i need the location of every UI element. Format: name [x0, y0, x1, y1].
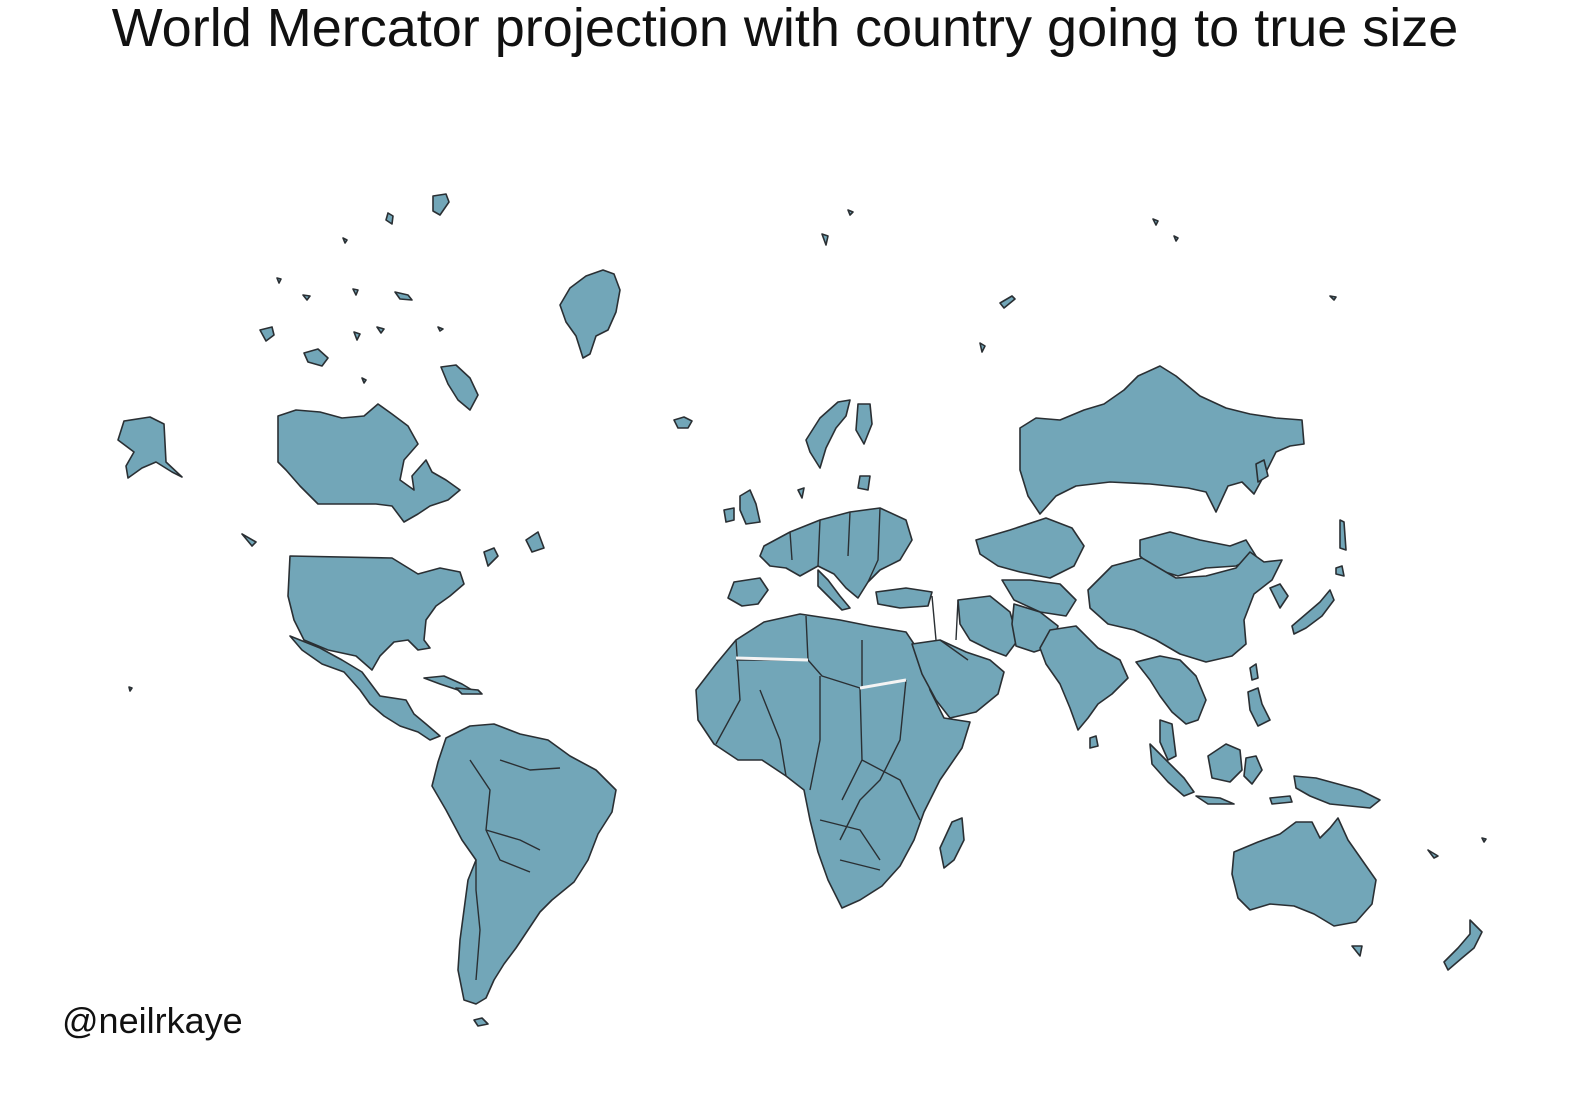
arctic-island — [259, 326, 275, 342]
australia — [1231, 817, 1377, 927]
taiwan — [1249, 663, 1259, 681]
arctic-island — [353, 331, 361, 341]
europe-mainland — [759, 507, 913, 599]
china — [1087, 551, 1283, 663]
arctic-island — [1152, 218, 1159, 226]
philippines — [1247, 687, 1271, 727]
kuril — [1335, 565, 1345, 577]
russia — [1019, 365, 1305, 515]
arctic-island — [1329, 295, 1337, 301]
madagascar — [939, 817, 965, 869]
island — [483, 547, 499, 567]
arctic-island — [302, 294, 311, 301]
arctic-island — [394, 291, 413, 301]
sumatra — [1149, 743, 1195, 797]
iceland — [673, 416, 693, 429]
timor — [1269, 795, 1293, 805]
sa-border — [469, 759, 561, 981]
island — [128, 686, 133, 692]
pacific-island — [1427, 849, 1439, 859]
korea — [1269, 583, 1289, 609]
africa — [695, 613, 971, 909]
cuba — [423, 675, 473, 691]
arctic-island — [432, 193, 450, 216]
sakhalin — [1255, 459, 1269, 483]
europe-border — [789, 507, 881, 583]
middle-east-border — [931, 595, 969, 661]
balt-island — [797, 487, 805, 499]
arctic-island — [352, 288, 359, 296]
arctic-island — [440, 364, 479, 411]
arctic-island — [303, 348, 329, 367]
tasmania — [1351, 945, 1363, 957]
central-asia — [1001, 579, 1077, 617]
ireland — [723, 507, 735, 523]
arctic-island — [437, 326, 444, 332]
greenland — [559, 269, 621, 359]
arctic-island — [979, 342, 986, 353]
iran — [957, 595, 1019, 657]
south-america — [431, 723, 617, 1005]
arctic-island — [821, 233, 829, 246]
balt-island — [857, 475, 871, 491]
kuril — [1339, 519, 1347, 551]
sri-lanka — [1089, 735, 1099, 749]
turkey — [875, 587, 933, 609]
arabia — [911, 639, 1005, 719]
arctic-island — [847, 209, 854, 216]
india — [1039, 625, 1129, 731]
arctic-island — [999, 295, 1016, 309]
alaska — [117, 416, 183, 479]
hispaniola — [455, 687, 483, 695]
africa-border — [715, 615, 921, 871]
malay-peninsula — [1159, 719, 1177, 761]
mexico — [289, 635, 441, 741]
scandinavia — [805, 399, 851, 469]
new-zealand — [1443, 919, 1483, 971]
arctic-island — [1173, 235, 1179, 242]
sulawesi — [1243, 755, 1263, 785]
africa-sep — [735, 656, 907, 690]
finland — [855, 403, 873, 445]
borneo — [1207, 743, 1243, 783]
arctic-island — [361, 377, 367, 384]
island — [525, 531, 545, 553]
italy — [817, 569, 851, 611]
uk — [739, 489, 761, 525]
iberia — [727, 577, 769, 607]
pacific-island — [1481, 837, 1487, 843]
arctic-island — [276, 277, 282, 284]
indochina — [1135, 655, 1207, 725]
falklands — [473, 1017, 489, 1027]
java — [1195, 795, 1235, 805]
page-title: World Mercator projection with country g… — [111, 0, 1459, 58]
canada — [277, 403, 461, 523]
credit-label: @neilrkaye — [62, 1000, 243, 1041]
arctic-island — [342, 237, 348, 244]
arctic-island — [385, 212, 394, 225]
island — [241, 533, 257, 547]
arctic-island — [376, 326, 385, 334]
usa — [287, 555, 465, 671]
japan — [1291, 589, 1335, 635]
new-guinea — [1293, 775, 1381, 809]
kazakhstan — [975, 517, 1085, 579]
